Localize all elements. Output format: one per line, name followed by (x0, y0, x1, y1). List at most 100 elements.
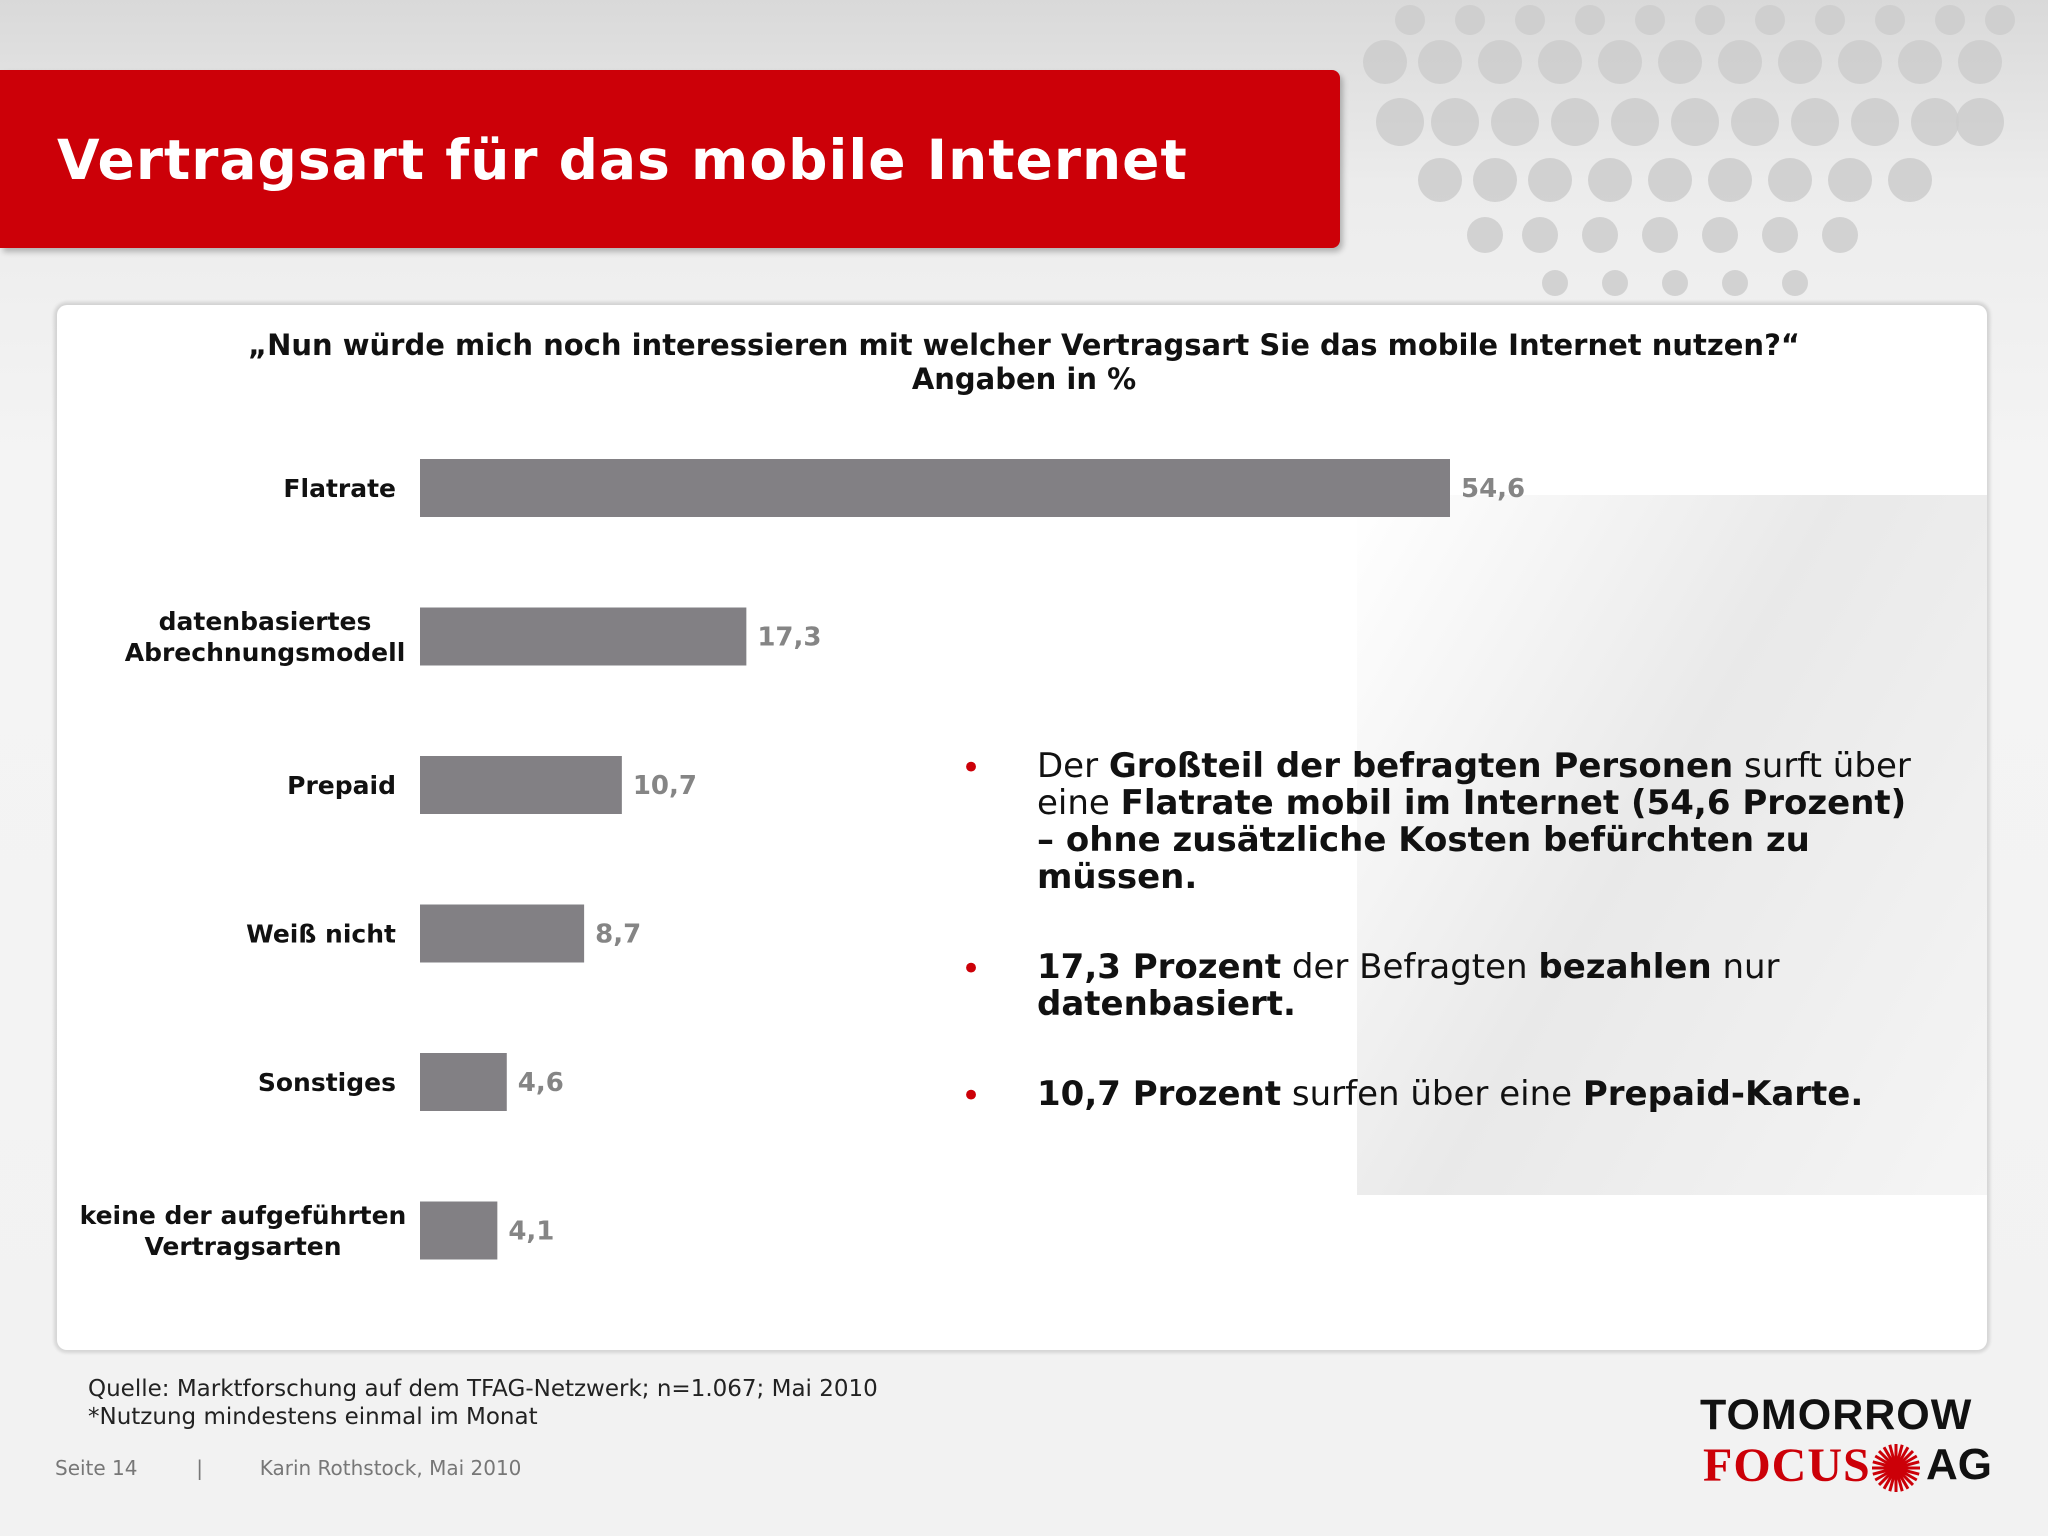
decor-dot (1395, 5, 1425, 35)
decor-dot (1376, 98, 1424, 146)
decor-dot (1473, 158, 1517, 202)
bullet-text: surfen über eine (1281, 1074, 1583, 1114)
footer: Seite 14 | Karin Rothstock, Mai 2010 (55, 1456, 521, 1480)
decor-dot (1522, 217, 1558, 253)
decor-dot (1611, 98, 1659, 146)
decor-dot (1671, 98, 1719, 146)
bullet-text: surft über eine (1037, 746, 1911, 823)
decor-dot (1702, 217, 1738, 253)
value-label-5: 4,1 (508, 1217, 554, 1247)
footer-separator: | (196, 1456, 203, 1480)
category-label-5-1: Vertragsarten (144, 1232, 341, 1261)
value-label-2: 10,7 (633, 771, 697, 801)
decor-dot (1731, 98, 1779, 146)
decor-dot (1828, 158, 1872, 202)
decor-dot (1791, 98, 1839, 146)
value-label-1: 17,3 (757, 623, 821, 653)
bullet-item-2: • 10,7 Prozent surfen über eine Prepaid-K… (955, 1074, 1935, 1116)
category-label-2-0: Prepaid (287, 771, 396, 800)
key-findings-list: • Der Großteil der befragten Personen sur… (955, 748, 1935, 1166)
page-number: Seite 14 (55, 1456, 138, 1480)
bullet-text: Prepaid-Karte. (1582, 1074, 1864, 1114)
decor-dot (1582, 217, 1618, 253)
decor-dot (1658, 40, 1702, 84)
category-label-0-0: Flatrate (283, 474, 396, 503)
decor-dot (1822, 217, 1858, 253)
bar-2 (420, 756, 622, 814)
decor-dot (1662, 270, 1688, 296)
decor-dot (1642, 217, 1678, 253)
decor-dot (1478, 40, 1522, 84)
logo-ag: AG (1926, 1440, 1992, 1489)
decor-dot (1418, 158, 1462, 202)
decor-dot (1782, 270, 1808, 296)
decor-dot (1985, 5, 2015, 35)
logo-tomorrow: TOMORROW (1700, 1391, 1973, 1439)
bullet-text: Flatrate mobil im Internet (54,6 Prozent… (1037, 783, 1907, 897)
decor-dot (1418, 40, 1462, 84)
source-note: Quelle: Marktforschung auf dem TFAG-Netz… (88, 1375, 878, 1431)
footer-author: Karin Rothstock, Mai 2010 (259, 1456, 522, 1480)
decor-dot (1648, 158, 1692, 202)
bar-0 (420, 459, 1450, 517)
slide-title: Vertragsart für das mobile Internet (57, 128, 1188, 192)
decor-dot (1898, 40, 1942, 84)
decor-dot (1695, 5, 1725, 35)
bullet-item-0: • Der Großteil der befragten Personen sur… (955, 748, 1935, 896)
decor-dot (1956, 98, 2004, 146)
value-label-4: 4,6 (518, 1068, 564, 1098)
bullet-text: 17,3 Prozent (1037, 947, 1282, 987)
bullet-marker: • (961, 748, 982, 788)
decor-dot (1875, 5, 1905, 35)
bullet-text: Großteil der befragten Personen (1108, 746, 1734, 786)
category-label-1-0: datenbasiertes (159, 607, 372, 636)
footnote-line: *Nutzung mindestens einmal im Monat (88, 1404, 538, 1430)
bullet-text: Der (1037, 746, 1109, 786)
decor-dot (1575, 5, 1605, 35)
decor-dot (1762, 217, 1798, 253)
decor-dot (1888, 158, 1932, 202)
value-label-3: 8,7 (595, 920, 641, 950)
value-label-0: 54,6 (1461, 474, 1525, 504)
bullet-text: bezahlen (1538, 947, 1712, 987)
decorative-dot-pattern (1363, 5, 2015, 296)
decor-dot (1467, 217, 1503, 253)
bullet-marker: • (961, 1076, 982, 1116)
decor-dot (1455, 5, 1485, 35)
decor-dot (1838, 40, 1882, 84)
decor-dot (1851, 98, 1899, 146)
company-logo: TOMORROW FOCUS AG (1700, 1392, 2000, 1498)
decor-dot (1722, 270, 1748, 296)
bullet-text: der Befragten (1281, 947, 1539, 987)
watermark-background (1357, 495, 1987, 1195)
bar-3 (420, 904, 585, 963)
bar-5 (420, 1201, 498, 1260)
decor-dot (1708, 158, 1752, 202)
decor-dot (1958, 40, 2002, 84)
chart-title: „Nun würde mich noch interessieren mit w… (248, 328, 1800, 362)
decor-dot (1718, 40, 1762, 84)
chart-question: „Nun würde mich noch interessieren mit w… (0, 328, 2048, 396)
decor-dot (1491, 98, 1539, 146)
decor-dot (1911, 98, 1959, 146)
decor-dot (1768, 158, 1812, 202)
bullet-item-1: • 17,3 Prozent der Befragten bezahlen nur… (955, 949, 1935, 1023)
decor-dot (1602, 270, 1628, 296)
bar-4 (420, 1053, 507, 1111)
decor-dot (1815, 5, 1845, 35)
bullet-marker: • (961, 949, 982, 989)
decor-dot (1935, 5, 1965, 35)
decor-dot (1431, 98, 1479, 146)
category-label-3-0: Weiß nicht (246, 920, 396, 949)
source-line: Quelle: Marktforschung auf dem TFAG-Netz… (88, 1376, 878, 1402)
category-label-1-1: Abrechnungsmodell (125, 638, 406, 667)
bar-1 (420, 607, 747, 666)
decor-dot (1528, 158, 1572, 202)
decor-dot (1635, 5, 1665, 35)
decor-dot (1588, 158, 1632, 202)
decor-dot (1598, 40, 1642, 84)
starburst-icon (1872, 1444, 1920, 1492)
decor-dot (1551, 98, 1599, 146)
chart-subtitle: Angaben in % (911, 362, 1137, 396)
